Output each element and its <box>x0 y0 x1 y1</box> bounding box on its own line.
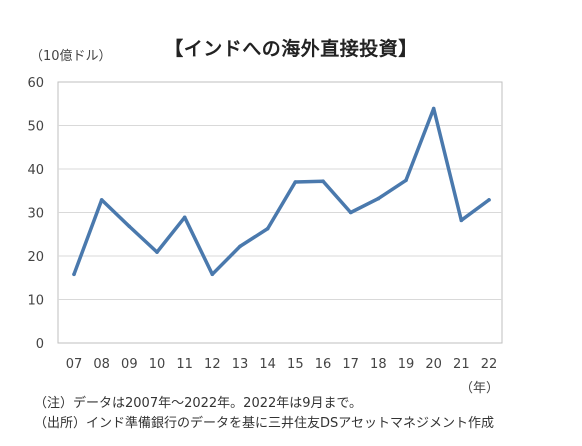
data-point <box>404 178 408 183</box>
x-tick-label: 10 <box>149 357 166 372</box>
x-tick-label: 08 <box>93 357 110 372</box>
x-tick-label: 13 <box>232 357 249 372</box>
x-tick-label: 15 <box>287 357 304 372</box>
source-text: （出所）インド準備銀行のデータを基に三井住友DSアセットマネジメント作成 <box>34 416 495 431</box>
y-tick-label: 20 <box>27 250 44 265</box>
y-tick-label: 60 <box>27 76 44 91</box>
chart-title: 【インドへの海外直接投資】 <box>164 38 418 60</box>
x-tick-label: 11 <box>176 357 193 372</box>
y-tick-label: 0 <box>36 337 44 352</box>
y-tick-label: 10 <box>27 294 44 309</box>
x-tick-label: 07 <box>66 357 83 372</box>
x-tick-label: 22 <box>481 357 498 372</box>
x-tick-label: 17 <box>342 357 359 372</box>
data-point <box>487 198 491 202</box>
data-point <box>99 198 104 202</box>
data-point <box>376 196 381 201</box>
y-axis-ticks: 0 10 20 30 40 50 60 <box>27 76 44 352</box>
data-point <box>321 179 325 183</box>
x-tick-label: 16 <box>315 357 332 372</box>
series-points <box>72 106 491 277</box>
x-axis-ticks: 07 08 09 10 11 12 13 14 15 16 17 18 19 20 21 22 <box>66 357 498 372</box>
x-tick-label: 12 <box>204 357 221 372</box>
x-tick-label: 09 <box>121 357 138 372</box>
data-point <box>265 226 270 231</box>
x-axis-label: （年） <box>460 381 499 396</box>
data-point <box>72 272 76 277</box>
data-point <box>293 180 298 184</box>
data-point <box>238 244 242 249</box>
x-tick-label: 19 <box>398 357 415 372</box>
data-point <box>210 272 215 277</box>
x-tick-label: 21 <box>453 357 470 372</box>
data-point <box>182 215 187 220</box>
note-text: （注）データは2007年～2022年。2022年は9月まで。 <box>34 396 363 411</box>
y-tick-label: 30 <box>27 207 44 222</box>
y-tick-label: 40 <box>27 163 44 178</box>
data-point <box>431 106 436 111</box>
data-point <box>155 250 159 254</box>
data-point <box>459 218 464 223</box>
x-tick-label: 20 <box>425 357 442 372</box>
data-point <box>127 224 132 229</box>
x-tick-label: 14 <box>259 357 276 372</box>
x-tick-label: 18 <box>370 357 387 372</box>
y-tick-label: 50 <box>27 120 44 135</box>
data-point <box>348 210 353 215</box>
series-line <box>72 106 491 277</box>
y-axis-unit-label: （10億ドル） <box>30 49 112 64</box>
